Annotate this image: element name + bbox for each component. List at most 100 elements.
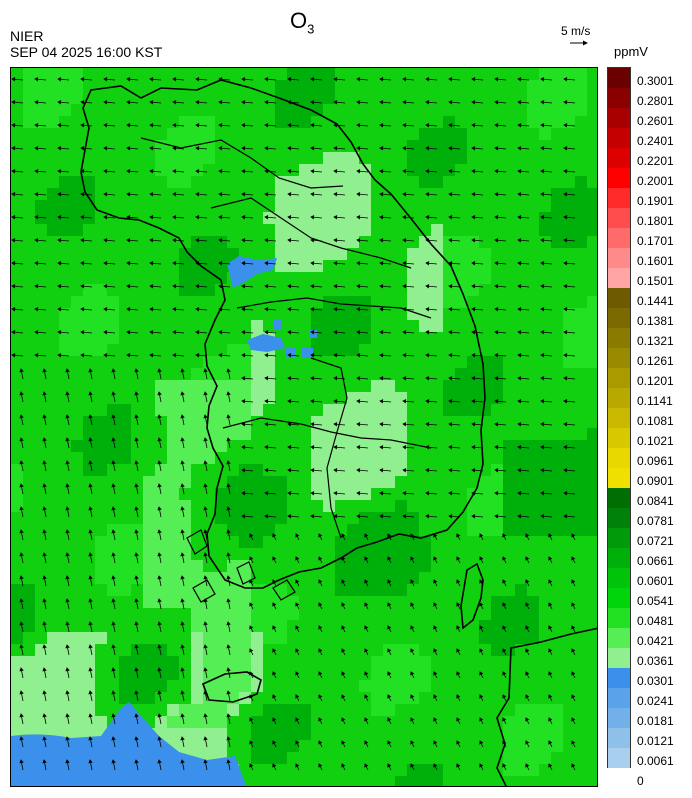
wind-vector-head bbox=[379, 491, 384, 496]
wind-vector-head bbox=[264, 376, 269, 381]
wind-vector-head bbox=[448, 123, 453, 128]
concentration-cell bbox=[215, 248, 227, 260]
concentration-cell bbox=[167, 488, 179, 500]
wind-vector-head bbox=[103, 123, 108, 128]
concentration-cell bbox=[587, 428, 597, 440]
wind-vector-head bbox=[287, 445, 292, 450]
wind-vector-head bbox=[195, 192, 200, 197]
concentration-cell bbox=[59, 704, 71, 716]
concentration-cell bbox=[395, 644, 407, 656]
colorbar-tick-label: 0.2401 bbox=[637, 134, 674, 148]
concentration-cell bbox=[47, 704, 59, 716]
wind-vector-head bbox=[548, 602, 553, 607]
wind-vector-head bbox=[157, 552, 162, 557]
concentration-cell bbox=[251, 392, 263, 404]
concentration-cell bbox=[539, 716, 551, 728]
wind-vector-head bbox=[563, 514, 568, 519]
concentration-cell bbox=[47, 716, 59, 728]
wind-vector-head bbox=[157, 575, 162, 580]
concentration-cell bbox=[359, 680, 371, 692]
concentration-cell bbox=[443, 128, 455, 140]
ozone-map[interactable] bbox=[10, 67, 598, 787]
concentration-cell bbox=[311, 476, 323, 488]
concentration-cell bbox=[503, 476, 515, 488]
wind-vector-head bbox=[272, 556, 277, 561]
concentration-cell bbox=[155, 560, 167, 572]
wind-vector-head bbox=[226, 736, 231, 741]
wind-vector-head bbox=[448, 146, 453, 151]
wind-vector-head bbox=[456, 579, 461, 584]
wind-vector-head bbox=[356, 399, 361, 404]
concentration-cell bbox=[299, 164, 311, 176]
concentration-cell bbox=[407, 296, 419, 308]
concentration-cell bbox=[143, 692, 155, 704]
concentration-cell bbox=[239, 368, 251, 380]
concentration-cell bbox=[587, 440, 597, 452]
concentration-cell bbox=[203, 656, 215, 668]
concentration-cell bbox=[59, 92, 71, 104]
wind-vector-head bbox=[295, 625, 300, 630]
wind-vector-head bbox=[448, 514, 453, 519]
concentration-cell bbox=[191, 740, 203, 752]
concentration-cell bbox=[395, 692, 407, 704]
wind-vector-head bbox=[479, 579, 484, 584]
concentration-cell bbox=[515, 596, 527, 608]
concentration-cell bbox=[119, 524, 131, 536]
province-boundary-center bbox=[236, 297, 432, 319]
concentration-cell bbox=[407, 536, 419, 548]
wind-vector-head bbox=[42, 506, 47, 511]
wind-vector-head bbox=[494, 422, 499, 427]
wind-vector-head bbox=[34, 77, 39, 82]
wind-vector-head bbox=[387, 740, 392, 745]
concentration-cell bbox=[311, 188, 323, 200]
concentration-cell bbox=[191, 428, 203, 440]
wind-vector-head bbox=[310, 146, 315, 151]
wind-vector-head bbox=[525, 602, 530, 607]
concentration-cell bbox=[239, 656, 251, 668]
concentration-cell bbox=[491, 512, 503, 524]
colorbar-segment bbox=[608, 528, 630, 548]
wind-vector-head bbox=[402, 238, 407, 243]
wind-vector-head bbox=[448, 169, 453, 174]
concentration-cell bbox=[347, 536, 359, 548]
title-species: O bbox=[290, 8, 308, 33]
concentration-cell bbox=[239, 404, 251, 416]
concentration-cell bbox=[323, 248, 335, 260]
concentration-cell bbox=[323, 68, 335, 80]
concentration-cell bbox=[335, 176, 347, 188]
wind-vector-head bbox=[149, 330, 154, 335]
wind-vector-head bbox=[218, 169, 223, 174]
concentration-cell bbox=[23, 692, 35, 704]
concentration-cell bbox=[167, 596, 179, 608]
concentration-cell bbox=[407, 284, 419, 296]
concentration-cell bbox=[239, 488, 251, 500]
concentration-cell bbox=[539, 500, 551, 512]
wind-vector-head bbox=[364, 648, 369, 653]
wind-vector-head bbox=[180, 368, 185, 373]
low-ozone-cell bbox=[309, 330, 317, 338]
concentration-cell bbox=[215, 404, 227, 416]
concentration-cell bbox=[515, 704, 527, 716]
concentration-cell bbox=[59, 632, 71, 644]
concentration-cell bbox=[47, 680, 59, 692]
wind-vector-head bbox=[88, 667, 93, 672]
wind-vector-head bbox=[88, 437, 93, 442]
wind-vector-head bbox=[249, 625, 254, 630]
concentration-cell bbox=[155, 548, 167, 560]
concentration-cell bbox=[59, 80, 71, 92]
concentration-cell bbox=[47, 200, 59, 212]
colorbar-segment bbox=[608, 268, 630, 288]
wind-vector-head bbox=[563, 468, 568, 473]
colorbar-segment bbox=[608, 348, 630, 368]
concentration-cell bbox=[383, 548, 395, 560]
concentration-cell bbox=[107, 308, 119, 320]
province-boundary-south bbox=[222, 417, 432, 449]
concentration-cell bbox=[155, 164, 167, 176]
concentration-cell bbox=[527, 452, 539, 464]
concentration-cell bbox=[167, 164, 179, 176]
concentration-cell bbox=[83, 464, 95, 476]
colorbar-segment bbox=[608, 508, 630, 528]
wind-vector-head bbox=[203, 736, 208, 741]
wind-vector-head bbox=[88, 575, 93, 580]
wind-vector-head bbox=[80, 100, 85, 105]
